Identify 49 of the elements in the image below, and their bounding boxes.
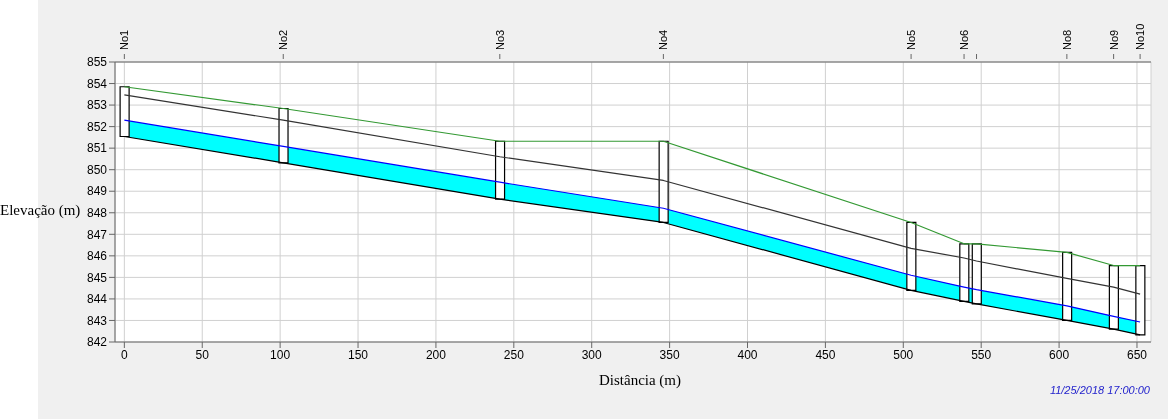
bar bbox=[658, 140, 669, 224]
y-tick-label: 843 bbox=[86, 313, 108, 328]
x-tick-label: 300 bbox=[581, 347, 603, 362]
bar bbox=[1062, 251, 1073, 322]
x-tick-label: 150 bbox=[348, 347, 369, 362]
annotation: No3 bbox=[493, 29, 506, 50]
y-tick-label: 854 bbox=[86, 76, 108, 91]
x-tick-label: 0 bbox=[121, 347, 128, 362]
y-tick-label: 850 bbox=[86, 162, 108, 177]
x-tick-label: 250 bbox=[503, 347, 525, 362]
x-tick-label: 600 bbox=[1049, 347, 1070, 362]
x-tick-label: 350 bbox=[659, 347, 680, 362]
line-series bbox=[123, 94, 1141, 295]
x-tick-label: 100 bbox=[270, 347, 291, 362]
bar bbox=[494, 140, 506, 200]
bar bbox=[1108, 264, 1119, 330]
x-tick-label: 500 bbox=[893, 347, 914, 362]
y-tick-label: 845 bbox=[86, 270, 108, 285]
x-axis-title: Distância (m) bbox=[597, 372, 683, 389]
y-tick-label: 847 bbox=[86, 227, 108, 242]
annotation: No8 bbox=[1060, 29, 1073, 50]
x-tick-label: 50 bbox=[195, 347, 210, 362]
x-tick-label: 200 bbox=[425, 347, 447, 362]
x-tick-label: 550 bbox=[971, 347, 992, 362]
bar bbox=[906, 221, 917, 291]
annotation: No1 bbox=[118, 29, 131, 50]
y-tick-label: 853 bbox=[86, 98, 108, 113]
y-tick-label: 851 bbox=[86, 141, 108, 156]
line-series bbox=[123, 86, 1141, 267]
y-tick-label: 848 bbox=[86, 206, 108, 221]
text: 11/25/2018 17:00:00 bbox=[1049, 384, 1150, 396]
y-tick-label: 844 bbox=[86, 292, 108, 307]
y-tick-label: 846 bbox=[86, 249, 108, 264]
x-tick-label: 450 bbox=[815, 347, 836, 362]
x-tick-label: 650 bbox=[1126, 347, 1148, 362]
bar bbox=[971, 243, 982, 305]
annotation: No5 bbox=[905, 29, 918, 50]
annotation: No9 bbox=[1107, 29, 1120, 50]
x-tick-label: 400 bbox=[737, 347, 758, 362]
y-tick-label: 842 bbox=[86, 335, 108, 350]
annotation: No2 bbox=[277, 29, 290, 50]
y-tick-label: 849 bbox=[86, 184, 108, 199]
y-tick-label: 855 bbox=[86, 55, 108, 70]
bar bbox=[959, 243, 970, 302]
y-tick-label: 852 bbox=[86, 119, 108, 134]
annotation: No4 bbox=[657, 29, 670, 50]
y-axis-title: Elevação (m) bbox=[0, 202, 81, 218]
annotation: No10 bbox=[1134, 23, 1147, 50]
annotation: No6 bbox=[958, 29, 971, 50]
